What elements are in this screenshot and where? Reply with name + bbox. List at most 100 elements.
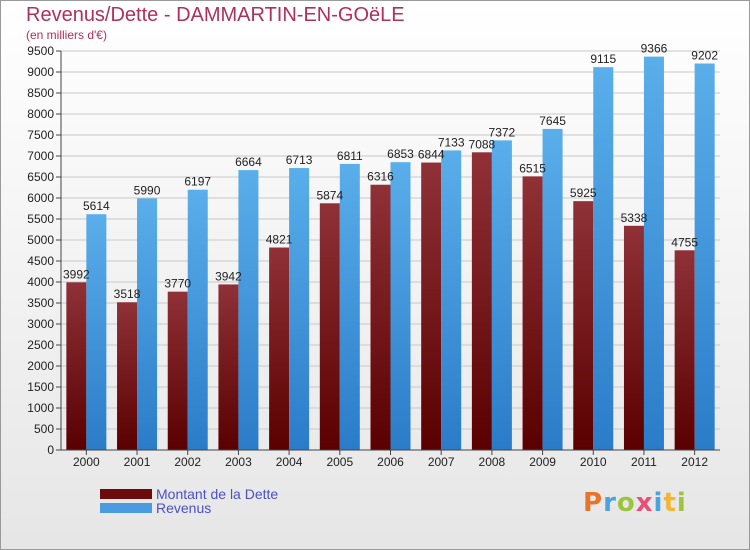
y-tick-label: 0 — [47, 443, 54, 457]
x-tick-label: 2011 — [631, 455, 657, 469]
data-label: 5990 — [134, 183, 161, 197]
data-labels: 3992 5614 3518 5990 3770 6197 3942 6664 4821 6713… — [63, 42, 718, 302]
y-tick-label: 4000 — [27, 275, 54, 289]
legend-swatch-revenus — [100, 503, 152, 513]
proxiti-logo: Proxiti — [583, 488, 687, 518]
dette-bar — [319, 203, 340, 450]
logo-letter: P — [583, 488, 604, 518]
revenus-bar — [441, 150, 462, 450]
logo-letter: t — [663, 488, 677, 518]
x-tick-label: 2002 — [174, 455, 201, 469]
dette-bar — [370, 184, 391, 450]
data-label: 7645 — [539, 114, 566, 128]
data-label: 6811 — [337, 149, 363, 163]
logo-letter: i — [676, 488, 687, 518]
chart-subtitle: (en milliers d'€) — [26, 28, 107, 42]
y-tick-label: 1500 — [27, 380, 54, 394]
y-tick-label: 5000 — [27, 233, 54, 247]
y-tick-label: 500 — [34, 422, 54, 436]
y-tick-label: 6500 — [27, 170, 54, 184]
x-tick-label: 2012 — [681, 455, 708, 469]
revenus-bar — [339, 163, 360, 451]
revenus-bar — [491, 140, 512, 450]
y-tick-label: 7000 — [27, 149, 54, 163]
chart-title: Revenus/Dette - DAMMARTIN-EN-GOëLE — [26, 4, 405, 26]
y-tick-label: 4500 — [27, 254, 54, 268]
data-label: 5874 — [316, 188, 343, 202]
logo-letter: x — [635, 488, 654, 518]
legend-item-revenus: Revenus — [100, 500, 211, 516]
data-label: 6316 — [367, 170, 394, 184]
y-tick-label: 5500 — [27, 212, 54, 226]
data-label: 4821 — [266, 233, 293, 247]
x-tick-label: 2009 — [529, 455, 556, 469]
dette-bar — [674, 250, 695, 450]
revenus-bar — [187, 189, 208, 450]
logo-letter: o — [616, 488, 636, 518]
data-label: 5925 — [570, 186, 597, 200]
x-tick-label: 2003 — [225, 455, 252, 469]
data-label: 6664 — [235, 155, 262, 169]
dette-bar — [218, 284, 239, 450]
logo-letter: i — [653, 488, 664, 518]
data-label: 7133 — [438, 135, 465, 149]
x-tick-label: 2004 — [276, 455, 303, 469]
dette-bar — [66, 282, 87, 450]
x-tick-label: 2005 — [326, 455, 353, 469]
y-tick-label: 1000 — [27, 401, 54, 415]
y-tick-label: 2500 — [27, 338, 54, 352]
legend-swatch-dette — [100, 489, 152, 499]
data-label: 6853 — [387, 147, 414, 161]
revenus-bar — [86, 214, 107, 450]
y-tick-label: 3500 — [27, 296, 54, 310]
data-label: 6197 — [184, 175, 211, 189]
data-label: 9366 — [641, 42, 668, 56]
revenus-bar — [643, 56, 664, 451]
y-tick-label: 6000 — [27, 191, 54, 205]
legend-label-dette: Montant de la Dette — [156, 486, 279, 502]
data-label: 4755 — [671, 235, 698, 249]
data-label: 9115 — [590, 52, 616, 66]
y-tick-label: 9000 — [27, 65, 54, 79]
x-tick-label: 2007 — [428, 455, 455, 469]
data-label: 5614 — [83, 199, 110, 213]
data-label: 7088 — [469, 137, 496, 151]
legend-item-dette: Montant de la Dette — [100, 486, 278, 502]
x-tick-label: 2001 — [124, 455, 151, 469]
bars — [66, 56, 715, 451]
revenus-bar — [542, 128, 563, 450]
data-label: 9202 — [691, 49, 718, 63]
y-tick-label: 3000 — [27, 317, 54, 331]
dette-bar — [471, 152, 492, 450]
dette-bar — [421, 162, 442, 450]
data-label: 3992 — [63, 267, 90, 281]
dette-bar — [167, 291, 188, 450]
data-label: 3770 — [164, 277, 191, 291]
dette-bar — [522, 176, 543, 450]
dette-bar — [117, 302, 138, 450]
y-tick-label: 8500 — [27, 86, 54, 100]
revenus-bar — [694, 63, 715, 451]
dette-bar — [269, 247, 290, 450]
revenus-bar — [238, 170, 259, 450]
legend-label-revenus: Revenus — [156, 500, 212, 516]
data-label: 6844 — [418, 148, 445, 162]
axes: 0 500 1000 1500 2000 2500 3000 3500 4000 4500 5000… — [27, 44, 720, 469]
x-tick-label: 2008 — [479, 455, 506, 469]
data-label: 7372 — [489, 125, 516, 139]
dette-bar — [573, 201, 594, 450]
revenus-bar — [390, 162, 411, 450]
x-tick-label: 2010 — [580, 455, 607, 469]
data-label: 6713 — [286, 153, 313, 167]
logo-letter: r — [603, 488, 617, 518]
revenus-bar — [289, 168, 310, 450]
revenus-bar — [137, 198, 158, 450]
data-label: 3518 — [114, 287, 141, 301]
y-tick-label: 2000 — [27, 359, 54, 373]
y-tick-label: 7500 — [27, 128, 54, 142]
data-label: 3942 — [215, 269, 242, 283]
data-label: 6515 — [519, 161, 546, 175]
y-tick-label: 8000 — [27, 107, 54, 121]
x-tick-label: 2000 — [73, 455, 100, 469]
